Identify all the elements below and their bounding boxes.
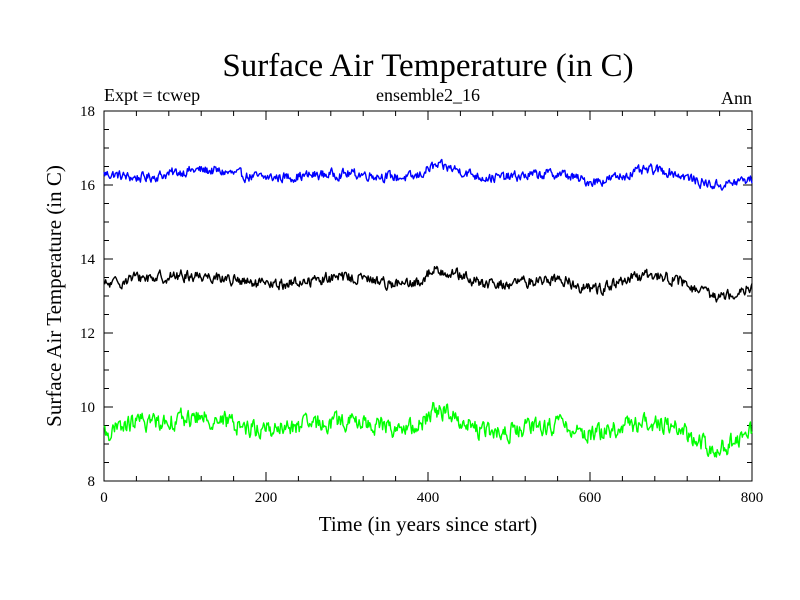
x-tick-label: 200: [255, 490, 278, 506]
y-tick-label: 14: [80, 252, 96, 268]
y-tick-label: 18: [80, 104, 95, 120]
tick-layer: [103, 110, 753, 482]
y-axis-label: Surface Air Temperature (in C): [42, 165, 66, 427]
y-tick-label: 16: [80, 178, 96, 194]
x-axis-label: Time (in years since start): [319, 512, 538, 536]
plot-area: [103, 110, 753, 482]
y-tick-label: 8: [88, 474, 96, 490]
y-tick-label: 12: [80, 326, 95, 342]
series-line-upper: [103, 158, 753, 191]
series-layer: [103, 158, 753, 458]
x-tick-label: 600: [579, 490, 602, 506]
x-tick-label: 0: [100, 490, 108, 506]
y-tick-label: 10: [80, 400, 95, 416]
experiment-label: Expt = tcwep: [104, 85, 200, 105]
tick-label-layer: 0 200 400 600 800 8 10 12 14 16 18: [80, 104, 763, 506]
x-tick-label: 400: [417, 490, 440, 506]
period-label: Ann: [721, 88, 752, 108]
series-line-middle: [103, 265, 753, 303]
x-tick-label: 800: [741, 490, 764, 506]
ensemble-label: ensemble2_16: [376, 85, 480, 105]
series-line-lower: [103, 401, 753, 458]
chart-title: Surface Air Temperature (in C): [222, 48, 633, 84]
